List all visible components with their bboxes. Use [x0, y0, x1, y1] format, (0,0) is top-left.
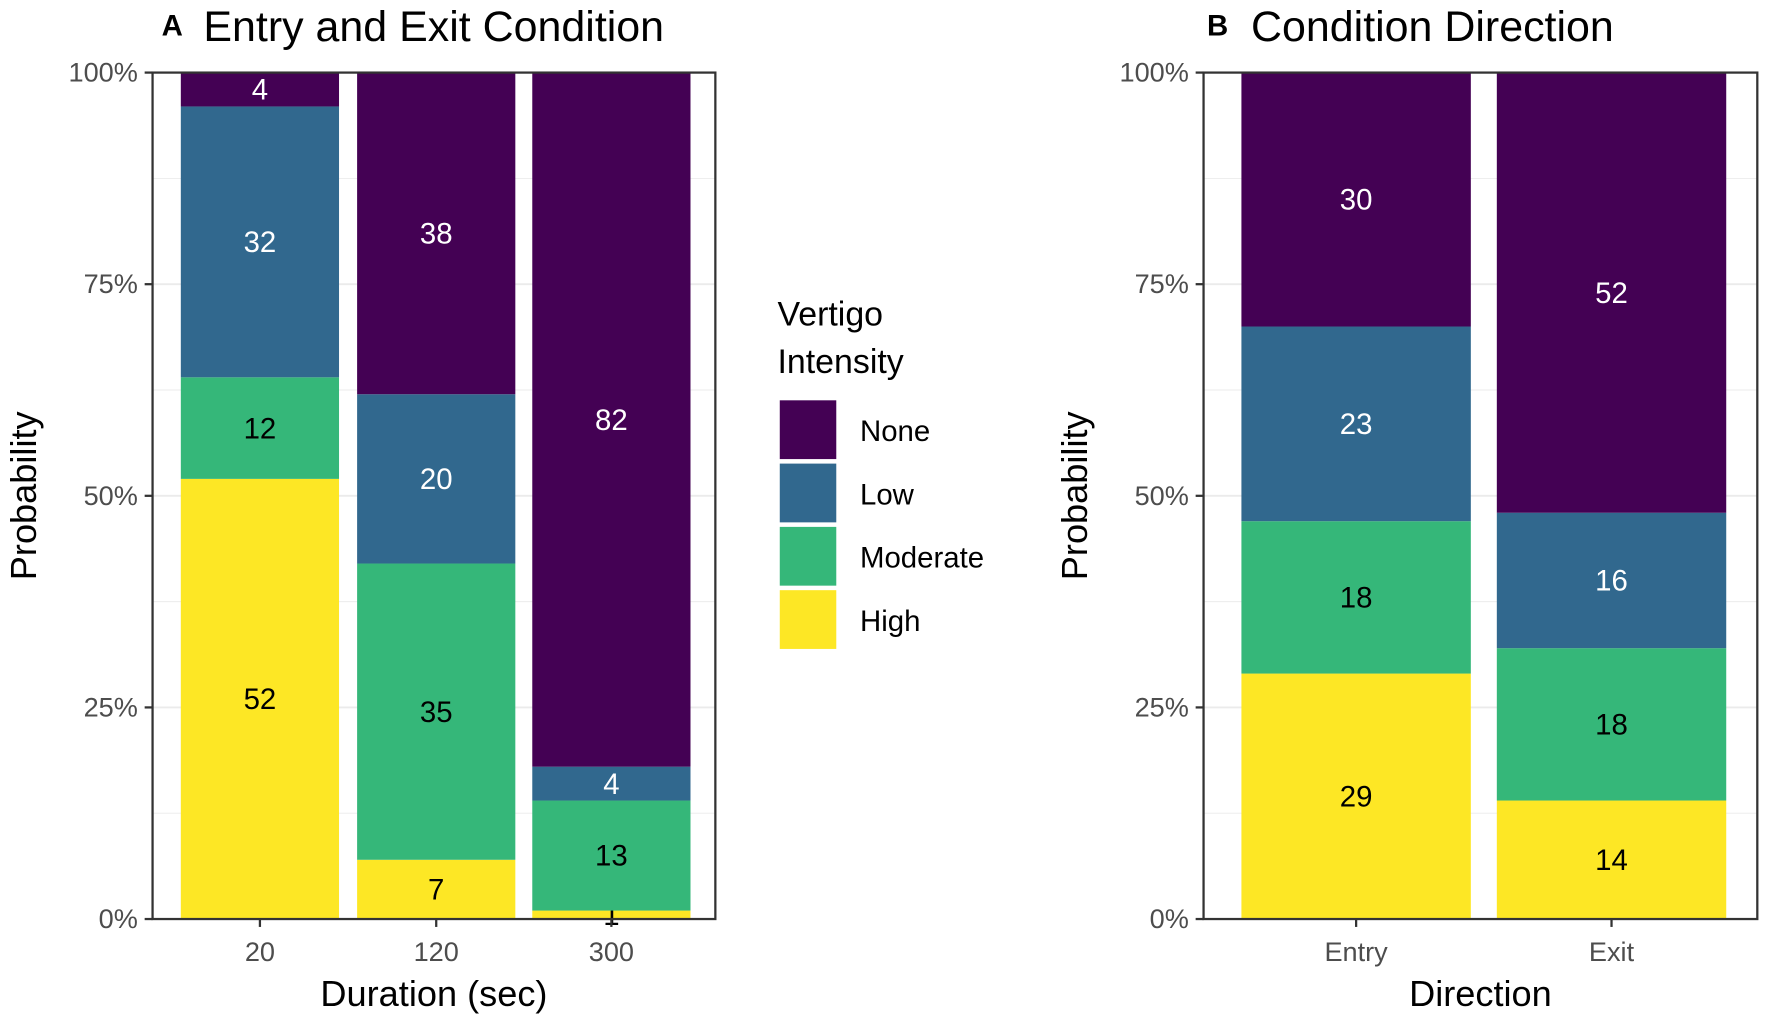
y-axis-title: Probability: [1054, 411, 1095, 580]
y-tick-label: 75%: [1135, 268, 1189, 299]
y-tick-label: 75%: [84, 268, 138, 299]
bar-300-moderate: [532, 800, 691, 911]
y-tick-label: 0%: [1150, 903, 1189, 934]
data-label: 16: [1595, 565, 1628, 598]
data-label: 14: [1595, 844, 1628, 877]
bar-Entry-moderate: [1241, 521, 1471, 674]
legend-key-none: [779, 400, 837, 460]
data-label: 12: [244, 412, 277, 445]
bar-20-none: [180, 72, 340, 107]
bar-300-high: [532, 910, 691, 920]
bar-Entry-none: [1241, 72, 1471, 327]
legend-title-line2: Intensity: [778, 343, 904, 381]
y-tick-label: 50%: [1135, 480, 1189, 511]
y-tick-label: 25%: [1135, 691, 1189, 722]
bar-20-low: [180, 106, 340, 378]
data-label: 18: [1595, 709, 1628, 742]
bar-300-low: [532, 766, 691, 801]
data-label: 32: [244, 226, 277, 259]
panel-tag: A: [162, 9, 183, 42]
legend-key-low: [779, 463, 837, 523]
bar-20-high: [180, 478, 340, 920]
data-label: 38: [420, 218, 453, 251]
legend-label: Low: [860, 478, 915, 511]
legend-label: High: [860, 605, 920, 638]
bar-120-high: [357, 859, 516, 920]
bar-Entry-low: [1241, 326, 1471, 522]
y-tick-label: 25%: [84, 691, 138, 722]
y-tick-label: 100%: [69, 57, 138, 88]
bar-Exit-high: [1496, 800, 1727, 920]
bar-300-none: [532, 72, 691, 767]
data-label: 82: [595, 404, 628, 437]
data-label: 29: [1340, 780, 1373, 813]
bar-120-none: [357, 72, 516, 395]
panel-title: Condition Direction: [1251, 3, 1614, 51]
legend-label: None: [860, 415, 930, 448]
legend-label: Moderate: [860, 542, 984, 575]
panel-B: 29 18 23 30 Entry 14 18 16 52 Exit 0% 25% 50% 75% 100%…: [1054, 3, 1759, 1014]
panel-A: 52123242073520381201134823000%25%50%75%1…: [3, 3, 717, 1014]
data-label: 23: [1340, 408, 1373, 441]
legend-key-high: [779, 590, 837, 649]
data-label: 18: [1340, 582, 1373, 615]
panel-title: Entry and Exit Condition: [203, 3, 664, 51]
data-label: 4: [252, 74, 268, 107]
legend-key-moderate: [779, 526, 837, 586]
y-tick-label: 50%: [84, 480, 138, 511]
data-label: 52: [1595, 277, 1628, 310]
data-label: 30: [1340, 184, 1373, 217]
x-axis-title: Direction: [1409, 973, 1552, 1014]
panel-tag: B: [1207, 9, 1228, 42]
x-tick-label: 120: [414, 936, 459, 967]
bar-Entry-high: [1241, 673, 1471, 920]
data-label: 35: [420, 696, 453, 729]
y-tick-label: 100%: [1120, 57, 1189, 88]
bar-120-moderate: [357, 563, 516, 860]
x-axis-title: Duration (sec): [320, 973, 547, 1014]
x-tick-label: 20: [245, 936, 275, 967]
data-label: 4: [603, 768, 619, 801]
data-label: 20: [420, 463, 453, 496]
bar-Exit-low: [1496, 512, 1727, 649]
data-label: 13: [595, 840, 628, 873]
data-label: 52: [244, 683, 277, 716]
data-label: 7: [428, 874, 444, 907]
bar-20-moderate: [180, 377, 340, 479]
x-tick-label: Entry: [1324, 936, 1388, 967]
x-tick-label: 300: [589, 936, 634, 967]
bar-Exit-moderate: [1496, 648, 1727, 801]
legend-title-line1: Vertigo: [778, 296, 884, 334]
y-axis-title: Probability: [3, 411, 44, 580]
y-tick-label: 0%: [99, 903, 138, 934]
legend: Vertigo Intensity None Low Moderate High: [778, 296, 984, 649]
bar-Exit-none: [1496, 72, 1727, 513]
bar-120-low: [357, 394, 516, 564]
x-tick-label: Exit: [1589, 936, 1635, 967]
